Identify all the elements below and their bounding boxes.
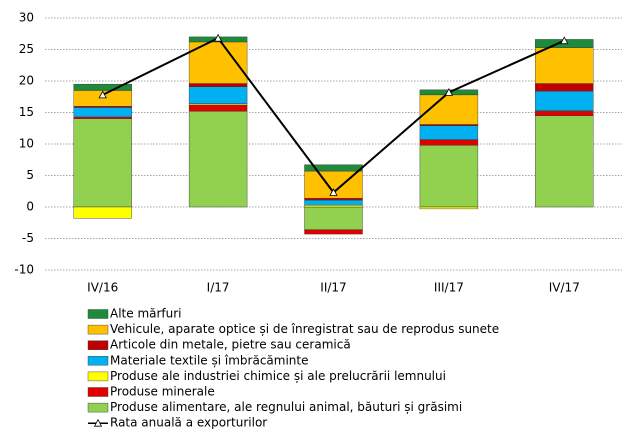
y-tick-label: -10 — [14, 263, 34, 277]
y-tick-label: 10 — [19, 137, 34, 151]
x-tick-label: IV/16 — [87, 281, 118, 295]
line-marker — [98, 90, 107, 99]
bar-segment — [535, 83, 594, 92]
legend-label: Alte mărfuri — [110, 307, 182, 321]
x-tick-label: II/17 — [320, 281, 346, 295]
bar-segment — [535, 115, 594, 208]
bar-segment — [304, 199, 363, 206]
legend-swatch — [87, 371, 109, 382]
y-tick-label: -5 — [22, 231, 34, 245]
bar-segment — [188, 86, 248, 104]
legend-label: Rata anuală a exporturilor — [110, 416, 267, 430]
y-tick-label: 15 — [19, 105, 34, 119]
bar-segment — [535, 111, 594, 116]
bar-segment — [73, 83, 132, 91]
bar-segment — [304, 204, 363, 208]
line-marker — [329, 188, 338, 196]
legend-swatch — [87, 309, 109, 319]
bar-segment — [419, 145, 479, 208]
line-marker — [444, 87, 454, 96]
bar-segment — [419, 125, 479, 140]
bar-segment — [419, 206, 479, 210]
bar-segment — [535, 47, 594, 84]
legend-label: Articole din metale, pietre sau ceramică — [110, 338, 351, 352]
bar-segment — [304, 206, 363, 230]
y-tick-label: 0 — [26, 200, 34, 214]
bar-segment — [188, 104, 248, 112]
legend-swatch — [87, 402, 109, 413]
legend-swatch — [87, 324, 109, 335]
x-tick-label: I/17 — [207, 281, 230, 295]
legend-swatch — [87, 356, 109, 366]
bar-segment — [304, 197, 363, 201]
legend-label: Produse alimentare, ale regnului animal,… — [110, 400, 462, 414]
line-marker — [560, 36, 569, 45]
bar-segment — [73, 206, 132, 219]
legend-label: Vehicule, aparate optice și de înregistr… — [110, 322, 499, 336]
y-tick-label: 30 — [19, 11, 34, 25]
line-marker — [213, 33, 223, 42]
legend-label: Produse minerale — [110, 385, 215, 399]
bar-segment — [535, 90, 594, 111]
legend-marker — [93, 418, 103, 427]
bar-segment — [188, 83, 248, 87]
bar-segment — [73, 107, 132, 118]
bar-segment — [73, 116, 132, 120]
legend-swatch — [87, 340, 109, 350]
y-tick-label: 25 — [19, 42, 34, 56]
y-tick-label: 5 — [26, 168, 34, 182]
legend-label: Materiale textile și îmbrăcăminte — [110, 353, 309, 367]
x-tick-label: III/17 — [434, 281, 464, 295]
bar-segment — [419, 139, 479, 146]
bar-segment — [188, 111, 248, 208]
x-tick-label: IV/17 — [549, 281, 580, 295]
legend-swatch — [87, 387, 109, 397]
legend-label: Produse ale industriei chimice și ale pr… — [110, 369, 446, 383]
bar-segment — [73, 118, 132, 208]
y-tick-label: 20 — [19, 74, 34, 88]
bar-segment — [304, 229, 363, 235]
